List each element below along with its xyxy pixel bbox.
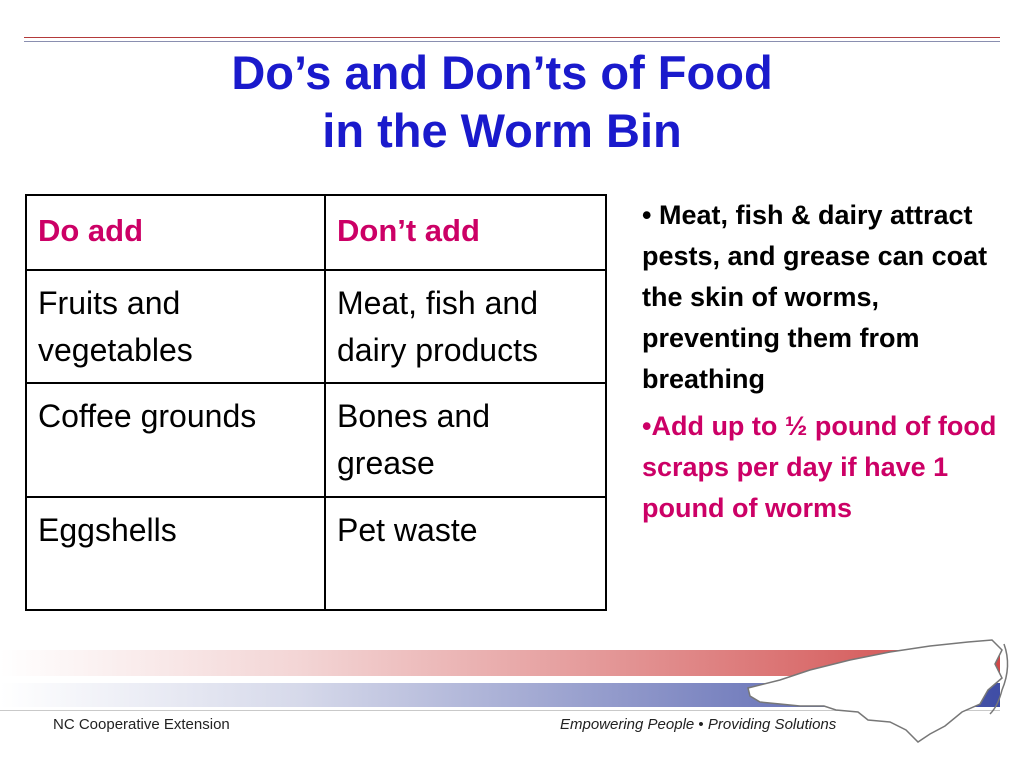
footer-organization: NC Cooperative Extension [53,716,230,733]
table-cell: Meat, fish and dairy products [324,269,607,385]
food-table: Do add Don’t add Fruits and vegetables M… [25,193,607,612]
table-cell: Coffee grounds [25,382,326,498]
header-dont-add: Don’t add [324,193,607,272]
table-row: Eggshells Pet waste [25,495,607,612]
table-cell: Pet waste [324,495,607,612]
note-pests: • Meat, fish & dairy attract pests, and … [642,200,988,394]
title-line-2: in the Worm Bin [322,104,682,157]
table-row: Coffee grounds Bones and grease [25,382,607,498]
footer-tagline: Empowering People • Providing Solutions [560,716,836,733]
tagline-part-2: Providing Solutions [707,716,837,733]
slide-title: Do’s and Don’ts of Food in the Worm Bin [0,44,1004,160]
top-rule-blue [24,41,1000,42]
table-cell: Fruits and vegetables [25,269,326,385]
tagline-part-1: Empowering People [560,716,695,733]
note-feeding-amount: •Add up to ½ pound of food scraps per da… [642,411,997,523]
title-line-1: Do’s and Don’ts of Food [231,46,773,99]
footer-rule [0,710,1000,711]
top-rule-red [24,37,1000,38]
table-header-row: Do add Don’t add [25,193,607,272]
table-cell: Eggshells [25,495,326,612]
table-row: Fruits and vegetables Meat, fish and dai… [25,269,607,385]
tagline-bullet: • [698,716,704,733]
table-cell: Bones and grease [324,382,607,498]
notes-list: • Meat, fish & dairy attract pests, and … [642,195,1002,531]
header-do-add: Do add [25,193,326,272]
north-carolina-map-icon [747,639,1009,743]
